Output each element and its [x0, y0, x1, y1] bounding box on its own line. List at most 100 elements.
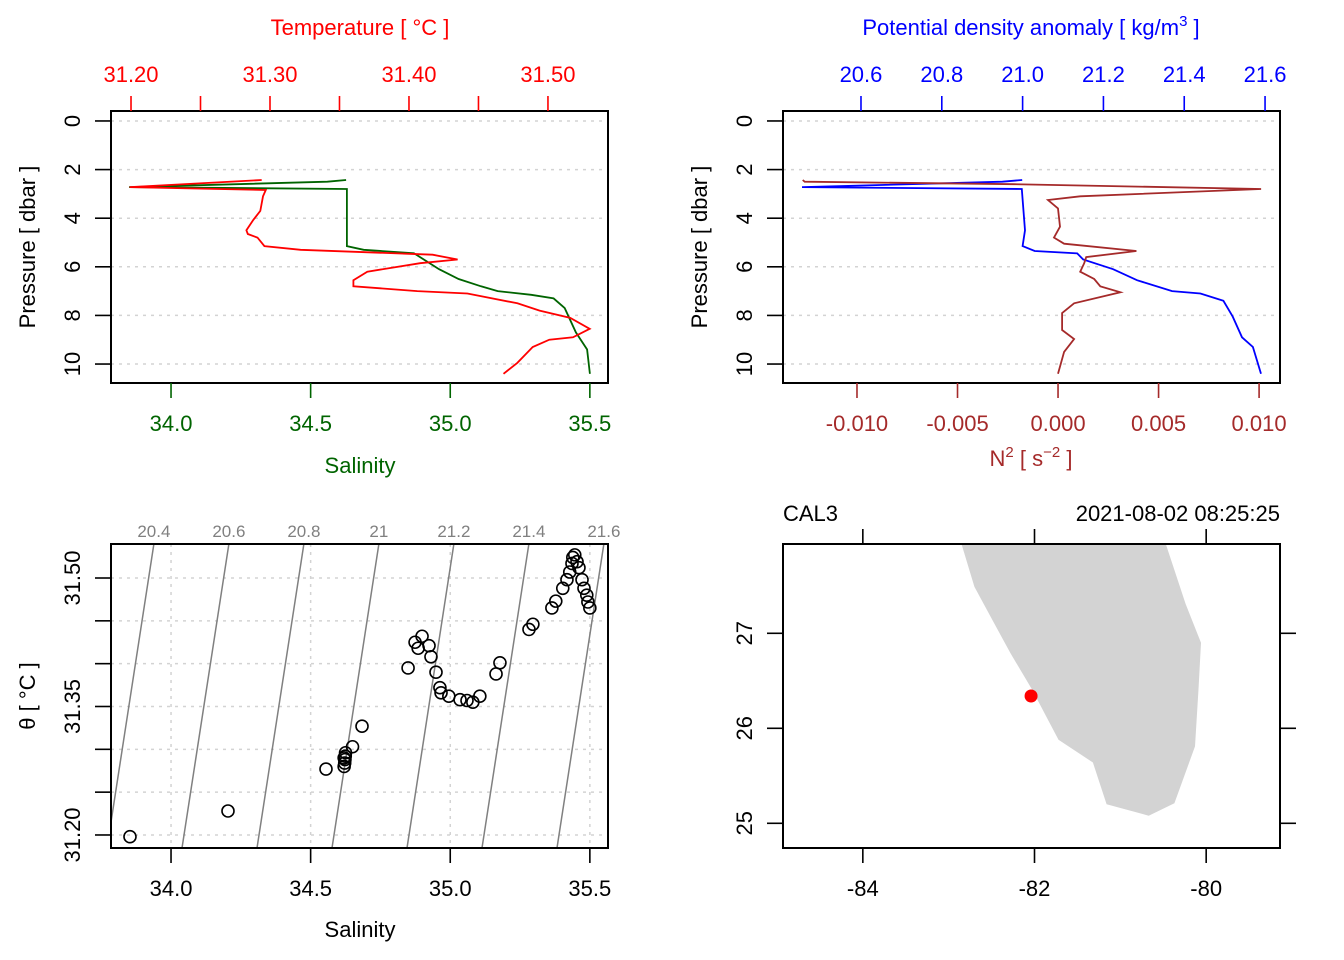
ts-point: [489, 667, 503, 681]
density-title-main: Potential density anomaly [ kg/m: [862, 15, 1179, 40]
salinity-axis-tick-label: 34.5: [289, 411, 332, 436]
salinity-axis-title: Salinity: [325, 453, 396, 478]
isopycnal-line: [181, 544, 230, 848]
potential-density-anomaly-profile-line: [801, 179, 1262, 375]
theta-axis-tick-label: 31.50: [60, 550, 85, 605]
ts-salinity-axis-tick-label: 34.5: [289, 876, 332, 901]
pressure-axis-tick-label: 0: [732, 115, 757, 127]
density-title-sup: 3: [1179, 13, 1187, 30]
density-axis-tick-label: 20.6: [840, 62, 883, 87]
ts-point: [442, 689, 456, 704]
ts-point: [337, 751, 351, 765]
salinity-axis-tick-label: 34.0: [150, 411, 193, 436]
n2-axis-tick-label: -0.005: [926, 411, 988, 436]
n2-axis-tick-label: -0.010: [826, 411, 888, 436]
n2-title-mid: [ s: [1014, 446, 1043, 471]
ts-point: [555, 581, 570, 596]
density-axis-tick-label: 21.4: [1163, 62, 1206, 87]
temperature-axis-tick-label: 31.40: [381, 62, 436, 87]
isopycnal-line: [331, 544, 380, 848]
density-axis-tick-label: 21.6: [1244, 62, 1287, 87]
salinity-axis-tick-label: 35.5: [568, 411, 611, 436]
isopycnal-line: [406, 544, 455, 848]
n2-profile-line: [802, 179, 1262, 375]
ts-point: [581, 595, 595, 609]
ts-point: [545, 601, 559, 615]
ts-salinity-axis-title: Salinity: [325, 917, 396, 942]
ts-plot-frame: [110, 543, 609, 849]
isopycnal-label: 21.4: [512, 522, 545, 541]
profile-plot-frame-2: [782, 110, 1281, 384]
ts-point: [473, 689, 487, 704]
isopycnal-group: [111, 544, 605, 848]
n2-axis-tick-label: 0.010: [1232, 411, 1287, 436]
station-location-marker: [1024, 689, 1038, 703]
ts-point: [429, 665, 443, 680]
isopycnal-label: 21.6: [587, 522, 620, 541]
ts-point: [422, 638, 436, 653]
isopycnal-label: 20.6: [212, 522, 245, 541]
pressure-axis-tick-label: 6: [732, 261, 757, 273]
pressure-axis-tick-label: 8: [732, 309, 757, 321]
station-name: CAL3: [783, 501, 838, 526]
pressure-axis-tick-label: 4: [60, 212, 85, 224]
pressure-axis-tick-label: 2: [60, 163, 85, 175]
ts-point: [221, 804, 235, 818]
ts-point: [460, 693, 474, 708]
pressure-axis-tick-label: 4: [732, 212, 757, 224]
isopycnal-label: 21.2: [437, 522, 470, 541]
latitude-axis-tick-label: 27: [732, 621, 757, 645]
latitude-axis-tick-label: 26: [732, 716, 757, 740]
density-axis-tick-label: 20.8: [920, 62, 963, 87]
ts-point: [548, 594, 563, 608]
ts-point: [401, 661, 415, 675]
temperature-axis-tick-label: 31.50: [520, 62, 575, 87]
n2-title-end: ]: [1060, 446, 1072, 471]
ts-point: [583, 601, 597, 615]
ts-point: [570, 554, 584, 569]
ts-point: [566, 550, 580, 565]
isopycnal-line: [111, 544, 155, 828]
isopycnal-line: [556, 544, 605, 848]
profile-plot-frame-1: [110, 110, 609, 384]
longitude-axis-tick-label: -84: [847, 876, 879, 901]
pressure-axis-title-2: Pressure [ dbar ]: [687, 166, 712, 329]
plot-marks: 0 2 4 6 8 10 34.0 34.5 35.0 35.5 31.20 31.30 31.40 31…: [60, 62, 1296, 901]
ts-point: [560, 572, 574, 587]
pressure-axis-title-1: Pressure [ dbar ]: [15, 166, 40, 329]
density-axis-tick-label: 21.2: [1082, 62, 1125, 87]
ts-point: [577, 581, 591, 596]
density-axis-tick-label: 21.0: [1001, 62, 1044, 87]
ts-point: [345, 739, 360, 754]
theta-axis-tick-label: 31.20: [60, 807, 85, 862]
pressure-axis-tick-label: 6: [60, 261, 85, 273]
isopycnal-label: 20.8: [287, 522, 320, 541]
density-axis-title: Potential density anomaly [ kg/m3 ]: [862, 13, 1199, 40]
ts-point: [526, 617, 540, 632]
ts-point: [123, 829, 137, 844]
n2-axis-title: N2 [ s−2 ]: [990, 444, 1073, 471]
ts-point: [434, 685, 448, 700]
ts-point: [575, 572, 589, 587]
ts-point: [453, 692, 467, 707]
salinity-profile-line: [129, 179, 591, 374]
pressure-axis-tick-label: 0: [60, 115, 85, 127]
ts-point: [424, 650, 438, 664]
isopycnal-label: 20.4: [137, 522, 170, 541]
pressure-axis-tick-label: 10: [60, 352, 85, 376]
temperature-profile-line: [129, 179, 592, 375]
ts-point: [493, 656, 507, 670]
pressure-axis-tick-label: 10: [732, 352, 757, 376]
ts-point: [567, 548, 582, 562]
pressure-axis-tick-label: 8: [60, 309, 85, 321]
isopycnal-line: [481, 544, 530, 848]
temperature-axis-tick-label: 31.20: [103, 62, 158, 87]
n2-axis-tick-label: 0.000: [1031, 411, 1086, 436]
n2-title-sup2: −2: [1043, 444, 1060, 461]
ts-point: [433, 680, 447, 695]
ts-salinity-axis-tick-label: 35.5: [568, 876, 611, 901]
n2-axis-tick-label: 0.005: [1131, 411, 1186, 436]
salinity-axis-tick-label: 35.0: [429, 411, 472, 436]
longitude-axis-tick-label: -82: [1019, 876, 1051, 901]
